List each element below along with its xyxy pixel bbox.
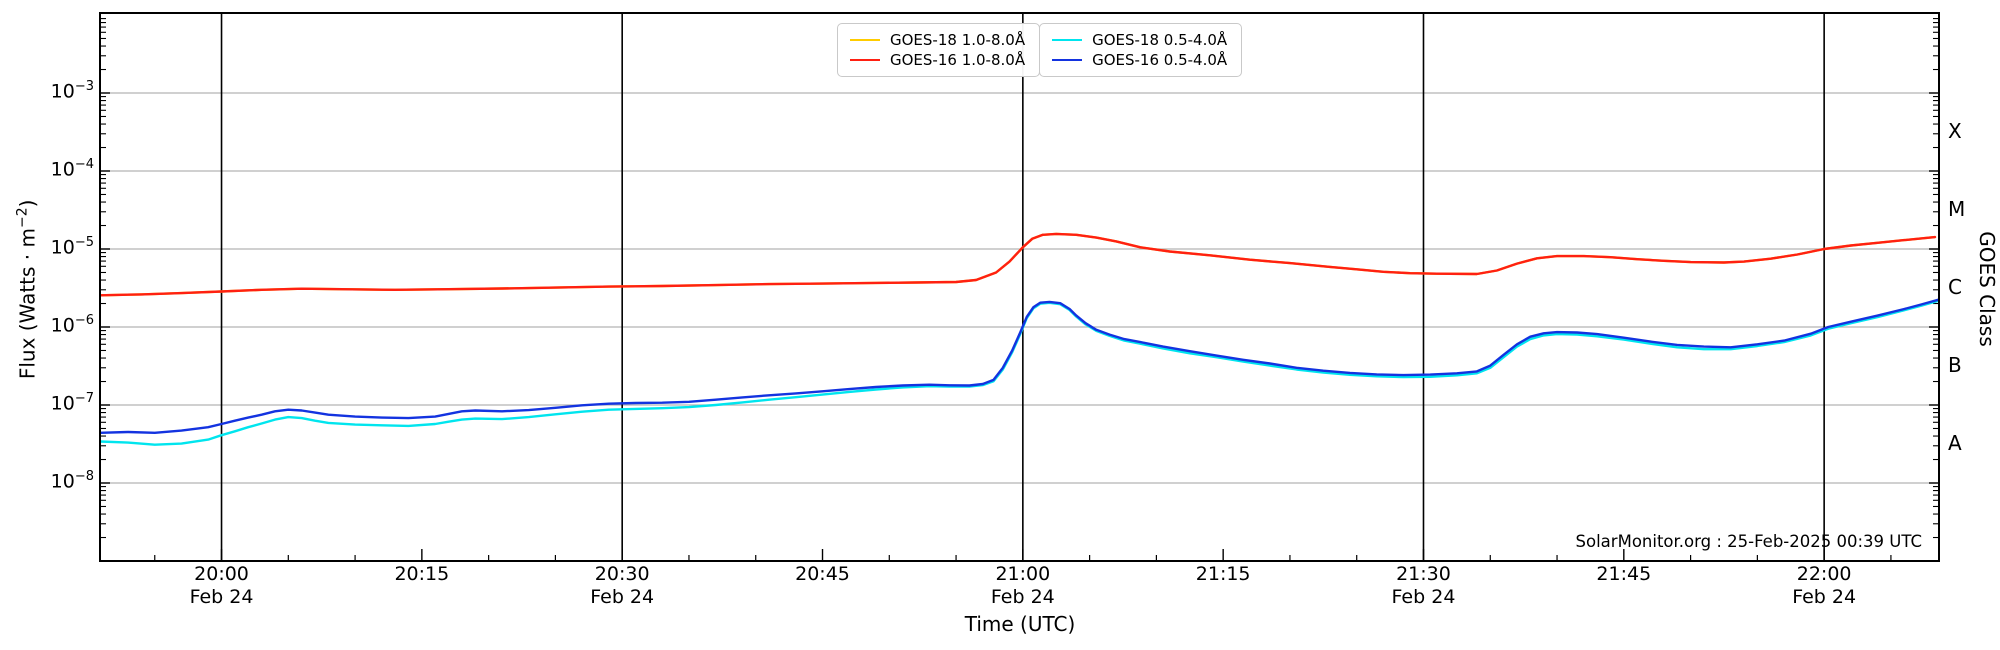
legend-entry-goes16-long: GOES-16 1.0-8.0Å xyxy=(850,50,1025,70)
x-tick-label: 21:15 xyxy=(1195,563,1251,585)
curve-goes-16-1-0-8-0- xyxy=(100,232,1937,297)
y-axis-title-right: GOES Class xyxy=(1975,231,1999,347)
goes-class-label-x: X xyxy=(1948,119,1962,143)
curve-goes-16-0-5-4-0- xyxy=(100,298,1939,434)
legend-swatch-goes18-short-icon xyxy=(1052,38,1083,42)
legend-swatch-goes16-long-icon xyxy=(850,58,880,62)
x-tick-label: 21:45 xyxy=(1596,563,1652,585)
y-axis-title: Flux (Watts · m−2) xyxy=(14,199,40,380)
legend-box-long-channel: GOES-18 1.0-8.0Å GOES-16 1.0-8.0Å xyxy=(837,23,1041,77)
x-tick-date-label: Feb 24 xyxy=(1792,586,1857,608)
x-tick-label: 21:00 xyxy=(995,563,1051,585)
legend-entry-goes16-short: GOES-16 0.5-4.0Å xyxy=(1052,50,1227,70)
curve-goes-18-0-5-4-0- xyxy=(100,299,1939,446)
y-tick-label: 10−7 xyxy=(50,391,94,415)
legend-label-goes18-long: GOES-18 1.0-8.0Å xyxy=(890,31,1026,49)
x-axis-title: Time (UTC) xyxy=(964,612,1076,636)
y-tick-label: 10−6 xyxy=(50,313,94,337)
x-tick-date-label: Feb 24 xyxy=(189,586,254,608)
goes-class-label-c: C xyxy=(1948,275,1962,299)
plot-border xyxy=(99,12,1940,562)
y-tick-label: 10−3 xyxy=(50,79,94,103)
x-tick-label: 20:00 xyxy=(194,563,249,585)
legend: GOES-18 1.0-8.0Å GOES-16 1.0-8.0Å GOES-1… xyxy=(837,23,1243,77)
y-tick-label: 10−8 xyxy=(50,469,94,493)
legend-entry-goes18-long: GOES-18 1.0-8.0Å xyxy=(850,30,1025,50)
goes-class-label-b: B xyxy=(1948,353,1962,377)
x-tick-label: 22:00 xyxy=(1796,563,1852,585)
legend-label-goes18-short: GOES-18 0.5-4.0Å xyxy=(1092,31,1228,49)
curve-goes-18-1-0-8-0- xyxy=(100,232,1937,297)
x-tick-date-label: Feb 24 xyxy=(1391,586,1456,608)
y-tick-label: 10−5 xyxy=(50,235,94,259)
x-tick-date-label: Feb 24 xyxy=(990,586,1055,608)
goes-class-label-a: A xyxy=(1948,431,1962,455)
credit-text: SolarMonitor.org : 25-Feb-2025 00:39 UTC xyxy=(1575,532,1922,551)
legend-swatch-goes18-long-icon xyxy=(850,38,880,42)
legend-entry-goes18-short: GOES-18 0.5-4.0Å xyxy=(1052,30,1227,50)
legend-swatch-goes16-short-icon xyxy=(1052,58,1083,62)
legend-label-goes16-long: GOES-16 1.0-8.0Å xyxy=(890,51,1026,69)
x-tick-date-label: Feb 24 xyxy=(590,586,655,608)
x-tick-label: 20:30 xyxy=(594,563,650,585)
x-tick-label: 21:30 xyxy=(1396,563,1451,585)
x-tick-label: 20:15 xyxy=(394,563,450,585)
legend-label-goes16-short: GOES-16 0.5-4.0Å xyxy=(1092,51,1228,69)
legend-box-short-channel: GOES-18 0.5-4.0Å GOES-16 0.5-4.0Å xyxy=(1039,23,1243,77)
goes-class-label-m: M xyxy=(1948,197,1966,221)
y-tick-label: 10−4 xyxy=(50,157,94,181)
x-tick-label: 20:45 xyxy=(795,563,850,585)
